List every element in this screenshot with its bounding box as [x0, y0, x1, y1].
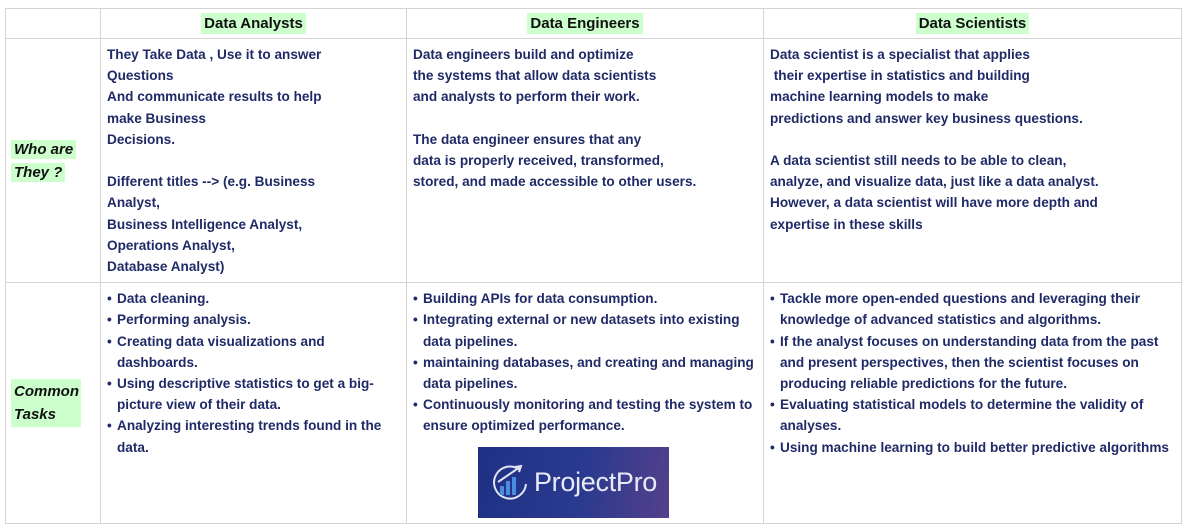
task-item: Using machine learning to build better p…: [770, 437, 1175, 458]
text-line: analyze, and visualize data, just like a…: [770, 174, 1099, 190]
text-line: Analyst,: [107, 195, 160, 211]
row-label-cell: Common Tasks: [5, 282, 101, 524]
header-empty: [5, 8, 101, 39]
task-item: Tackle more open-ended questions and lev…: [770, 288, 1175, 330]
header-label: Data Analysts: [201, 13, 306, 34]
text-line: and analysts to perform their work.: [413, 89, 640, 105]
row-common-tasks: Common Tasks Data cleaning.Performing an…: [5, 282, 1182, 524]
header-data-scientists: Data Scientists: [763, 8, 1182, 39]
engineers-who-cell: Data engineers build and optimize the sys…: [406, 37, 764, 284]
text-line: Decisions.: [107, 131, 175, 147]
task-item: maintaining databases, and creating and …: [413, 352, 757, 394]
task-item: If the analyst focuses on understanding …: [770, 331, 1175, 395]
logo-text: ProjectPro: [533, 466, 658, 497]
chart-arrow-logo-icon: [493, 464, 527, 500]
text-line: Questions: [107, 68, 174, 84]
task-item: Integrating external or new datasets int…: [413, 309, 757, 351]
analysts-tasks-cell: Data cleaning.Performing analysis.Creati…: [100, 282, 407, 524]
text-line: their expertise in statistics and buildi…: [770, 68, 1030, 84]
task-item: Using descriptive statistics to get a bi…: [107, 373, 400, 415]
text-line: machine learning models to make: [770, 89, 989, 105]
text-line: And communicate results to help: [107, 89, 322, 105]
text-line: Different titles --> (e.g. Business: [107, 174, 316, 190]
scientists-tasks-cell: Tackle more open-ended questions and lev…: [763, 282, 1182, 524]
text-line: Operations Analyst,: [107, 237, 235, 253]
text-line: A data scientist still needs to be able …: [770, 153, 1067, 168]
scientists-who-cell: Data scientist is a specialist that appl…: [763, 37, 1182, 284]
text-line: predictions and answer key business ques…: [770, 110, 1083, 126]
header-label: Data Engineers: [527, 13, 643, 34]
header-row: Data Analysts Data Engineers Data Scient…: [5, 8, 1182, 39]
projectpro-logo: ProjectPro: [478, 446, 669, 518]
header-data-engineers: Data Engineers: [406, 8, 764, 39]
task-item: Building APIs for data consumption.: [413, 288, 757, 309]
comparison-table: Data Analysts Data Engineers Data Scient…: [5, 8, 1182, 524]
analysts-who-cell: They Take Data , Use it to answer Questio…: [100, 37, 407, 284]
text-line: make Business: [107, 110, 206, 126]
text-line: Database Analyst): [107, 259, 225, 275]
task-item: Analyzing interesting trends found in th…: [107, 415, 400, 457]
task-list: Tackle more open-ended questions and lev…: [770, 288, 1175, 458]
row-label: Common Tasks: [11, 378, 81, 427]
text-line: They Take Data , Use it to answer: [107, 47, 322, 62]
task-list: Building APIs for data consumption.Integ…: [413, 288, 757, 436]
text-line: [770, 129, 1175, 150]
row-label: Who are They ?: [11, 139, 77, 182]
text-line: [413, 108, 757, 129]
task-item: Performing analysis.: [107, 309, 400, 330]
text-line: stored, and made accessible to other use…: [413, 174, 697, 190]
text-line: data is properly received, transformed,: [413, 153, 664, 168]
header-label: Data Scientists: [915, 13, 1030, 34]
text-line: Data scientist is a specialist that appl…: [770, 47, 1030, 62]
task-item: Data cleaning.: [107, 288, 400, 309]
row-who-are-they: Who are They ? They Take Data , Use it t…: [5, 37, 1182, 284]
text-line: expertise in these skills: [770, 216, 923, 232]
engineers-tasks-cell: Building APIs for data consumption.Integ…: [406, 282, 764, 524]
task-list: Data cleaning.Performing analysis.Creati…: [107, 288, 400, 458]
text-line: However, a data scientist will have more…: [770, 195, 1098, 211]
text-line: the systems that allow data scientists: [413, 68, 657, 84]
text-line: The data engineer ensures that any: [413, 131, 642, 147]
row-label-cell: Who are They ?: [5, 37, 101, 284]
task-item: Creating data visualizations and dashboa…: [107, 331, 400, 373]
text-line: Business Intelligence Analyst,: [107, 216, 303, 232]
text-line: Data engineers build and optimize: [413, 47, 634, 62]
text-line: [107, 150, 400, 171]
task-item: Continuously monitoring and testing the …: [413, 394, 757, 436]
header-data-analysts: Data Analysts: [100, 8, 407, 39]
task-item: Evaluating statistical models to determi…: [770, 394, 1175, 436]
